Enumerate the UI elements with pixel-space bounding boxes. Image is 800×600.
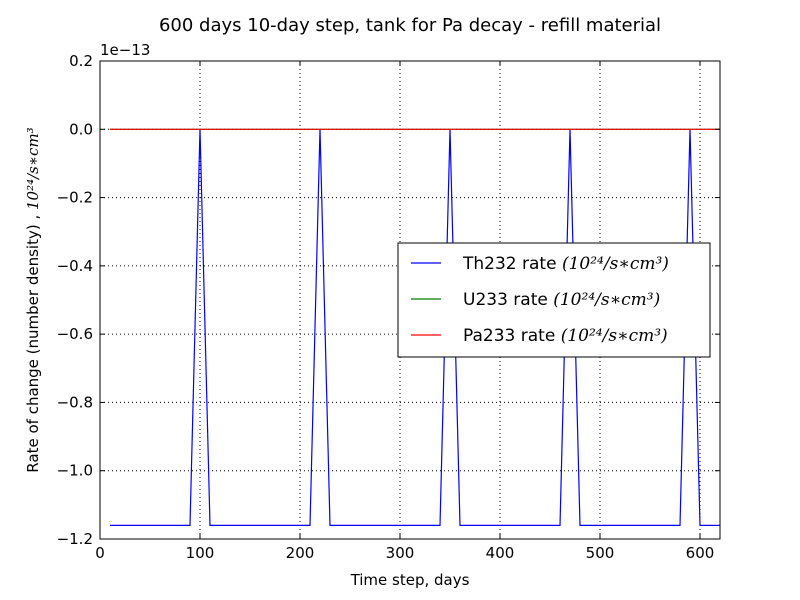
y-tick-label: −0.6 — [57, 325, 93, 343]
y-axis-title-unit: 10²⁴/s∗cm³ — [24, 127, 42, 210]
x-tick-label: 200 — [286, 544, 315, 562]
y-offset-text: 1e−13 — [100, 41, 150, 59]
y-tick-label: 0.0 — [69, 120, 93, 138]
x-tick-label: 400 — [486, 544, 515, 562]
x-tick-label: 600 — [686, 544, 715, 562]
plot-frame — [99, 60, 721, 540]
x-tick-label: 300 — [386, 544, 415, 562]
y-tick-label: −0.2 — [57, 189, 93, 207]
legend-box — [397, 242, 711, 358]
x-tick-label: 500 — [586, 544, 615, 562]
y-tick-label: −0.8 — [57, 393, 93, 411]
y-tick-label: −1.0 — [57, 462, 93, 480]
plot-area — [110, 128, 720, 526]
legend: Th232 rate (10²⁴/s∗cm³) U233 rate (10²⁴/s… — [397, 242, 711, 358]
chart-title: 600 days 10-day step, tank for Pa decay … — [159, 15, 661, 36]
x-axis-title: Time step, days — [350, 571, 470, 589]
x-tick-label: 100 — [186, 544, 215, 562]
y-axis-title-text: Rate of change (number density) , — [24, 210, 42, 473]
y-axis-title: Rate of change (number density) , 10²⁴/s… — [24, 127, 42, 472]
y-tick-label: −0.4 — [57, 257, 93, 275]
legend-label-u233-rate: U233 rate (10²⁴/s∗cm³) — [463, 290, 660, 310]
x-tick-label: 0 — [95, 544, 105, 562]
y-tick-label: 0.2 — [69, 52, 93, 70]
axis-ticks: 0 100 200 300 400 500 600 0.2 0.0 −0.2 −0.4 −0.6 −0.… — [57, 52, 720, 562]
y-tick-label: −1.2 — [57, 530, 93, 548]
legend-label-th232-rate: Th232 rate (10²⁴/s∗cm³) — [462, 254, 669, 274]
legend-label-pa233-rate: Pa233 rate (10²⁴/s∗cm³) — [463, 326, 668, 346]
